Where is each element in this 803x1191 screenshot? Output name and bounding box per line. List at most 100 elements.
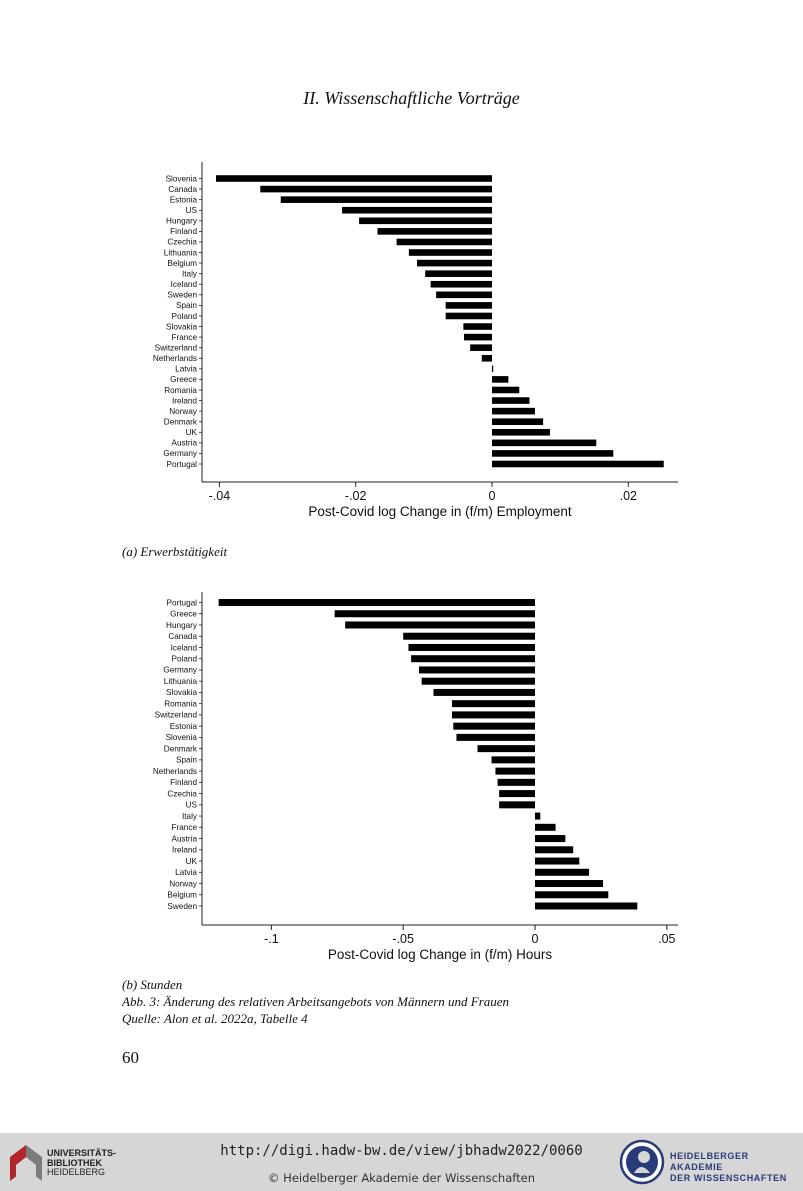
category-label: Austria	[172, 834, 198, 843]
category-label: Hungary	[166, 217, 198, 226]
x-axis-title: Post-Covid log Change in (f/m) Hours	[328, 947, 553, 962]
bar-italy	[535, 812, 541, 820]
bar-uk	[492, 428, 550, 436]
page-number: 60	[122, 1048, 139, 1067]
library-logo-line: HEIDELBERG	[47, 1167, 106, 1177]
bar-slovenia	[456, 733, 535, 741]
bar-denmark	[492, 418, 544, 426]
category-label: Portugal	[167, 460, 198, 469]
figure-source-line: Quelle: Alon et al. 2022a, Tabelle 4	[122, 1011, 308, 1026]
bar-switzerland	[451, 711, 535, 719]
bar-czechia	[499, 790, 535, 798]
category-label: Finland	[170, 227, 197, 236]
bar-france	[464, 333, 492, 341]
category-label: Romania	[164, 699, 197, 708]
x-tick-label: 0	[532, 932, 539, 946]
bar-belgium	[535, 891, 609, 899]
category-label: Spain	[176, 301, 197, 310]
hours-bar-chart: Portugal Greece Hungary Canada Iceland Poland…	[153, 592, 678, 962]
bar-poland	[411, 655, 535, 663]
running-head: II. Wissenschaftliche Vorträge	[303, 88, 520, 108]
library-logo-line: BIBLIOTHEK	[47, 1157, 102, 1168]
category-label: UK	[186, 428, 198, 437]
bar-germany	[492, 450, 614, 457]
category-label: Norway	[169, 879, 198, 888]
category-label: Greece	[170, 610, 197, 619]
bar-poland	[445, 312, 492, 320]
academy-seal-icon	[619, 1139, 665, 1185]
category-label: Italy	[182, 812, 198, 821]
category-label: Netherlands	[153, 767, 197, 776]
bar-iceland	[430, 280, 492, 288]
bar-norway	[492, 407, 535, 415]
category-label: Sweden	[167, 902, 197, 911]
bar-estonia	[280, 196, 492, 203]
figure-caption-line: Abb. 3: Änderung des relativen Arbeitsan…	[122, 994, 510, 1009]
category-label: Belgium	[167, 259, 197, 268]
bar-czechia	[396, 238, 492, 246]
x-tick-label: -.1	[264, 932, 279, 946]
bar-portugal	[492, 460, 664, 468]
bar-slovenia	[216, 175, 492, 182]
bar-austria	[492, 439, 597, 447]
bar-belgium	[417, 259, 492, 267]
category-label: Lithuania	[164, 248, 198, 257]
category-label: Portugal	[167, 598, 198, 607]
x-tick-label: -.02	[345, 489, 367, 503]
category-label: Austria	[172, 439, 198, 448]
bar-hungary	[345, 621, 535, 629]
x-axis-title: Post-Covid log Change in (f/m) Employmen…	[308, 504, 572, 519]
category-label: Denmark	[164, 744, 198, 753]
category-label: Germany	[163, 666, 198, 675]
bar-finland	[497, 778, 535, 786]
document-page: II. Wissenschaftliche Vorträge Slovenia C…	[122, 88, 678, 1067]
bar-denmark	[477, 745, 535, 753]
category-label: Ireland	[172, 396, 197, 405]
academy-logo-line: DER WISSENSCHAFTEN	[670, 1173, 787, 1183]
category-label: Latvia	[175, 365, 197, 374]
x-tick-label: .05	[658, 932, 675, 946]
x-tick-label: .02	[620, 489, 637, 503]
bar-us	[499, 801, 535, 809]
category-label: Slovenia	[166, 174, 198, 183]
bar-canada	[403, 632, 535, 640]
bar-greece	[492, 376, 509, 383]
bar-canada	[260, 185, 492, 193]
category-label: Slovakia	[166, 688, 197, 697]
category-label: US	[186, 206, 198, 215]
category-label: Greece	[170, 375, 197, 384]
permalink-link[interactable]: http://digi.hadw-bw.de/view/jbhadw2022/0…	[220, 1143, 583, 1159]
x-tick-label: 0	[489, 489, 496, 503]
bar-slovakia	[463, 323, 492, 330]
category-label: Spain	[176, 756, 197, 765]
library-logo-icon	[10, 1145, 42, 1181]
bar-spain	[445, 302, 492, 309]
category-label: Canada	[168, 632, 197, 641]
bar-hungary	[359, 217, 492, 225]
category-label: France	[172, 333, 198, 342]
category-label: UK	[186, 857, 198, 866]
bar-finland	[377, 228, 492, 235]
bar-switzerland	[470, 344, 492, 351]
figure-b-caption: (b) Stunden	[122, 977, 183, 992]
category-label: France	[172, 823, 198, 832]
category-label: Czechia	[167, 789, 197, 798]
bar-slovakia	[433, 688, 535, 696]
bar-austria	[535, 835, 566, 843]
category-label: Poland	[172, 655, 198, 664]
bar-sweden	[535, 902, 638, 910]
category-label: Poland	[172, 312, 198, 321]
bar-ireland	[492, 397, 530, 404]
footer-bar: UNIVERSITÄTS- BIBLIOTHEK HEIDELBERG http…	[0, 1133, 803, 1191]
bar-lithuania	[408, 249, 492, 256]
copyright-notice: © Heidelberger Akademie der Wissenschaft…	[268, 1171, 535, 1185]
category-label: Slovenia	[166, 733, 198, 742]
category-label: Finland	[170, 778, 197, 787]
category-label: Denmark	[164, 418, 198, 427]
category-label: Norway	[169, 407, 198, 416]
bar-sweden	[436, 291, 492, 299]
bar-spain	[491, 756, 535, 764]
bar-germany	[419, 666, 535, 674]
category-label: Romania	[164, 386, 197, 395]
